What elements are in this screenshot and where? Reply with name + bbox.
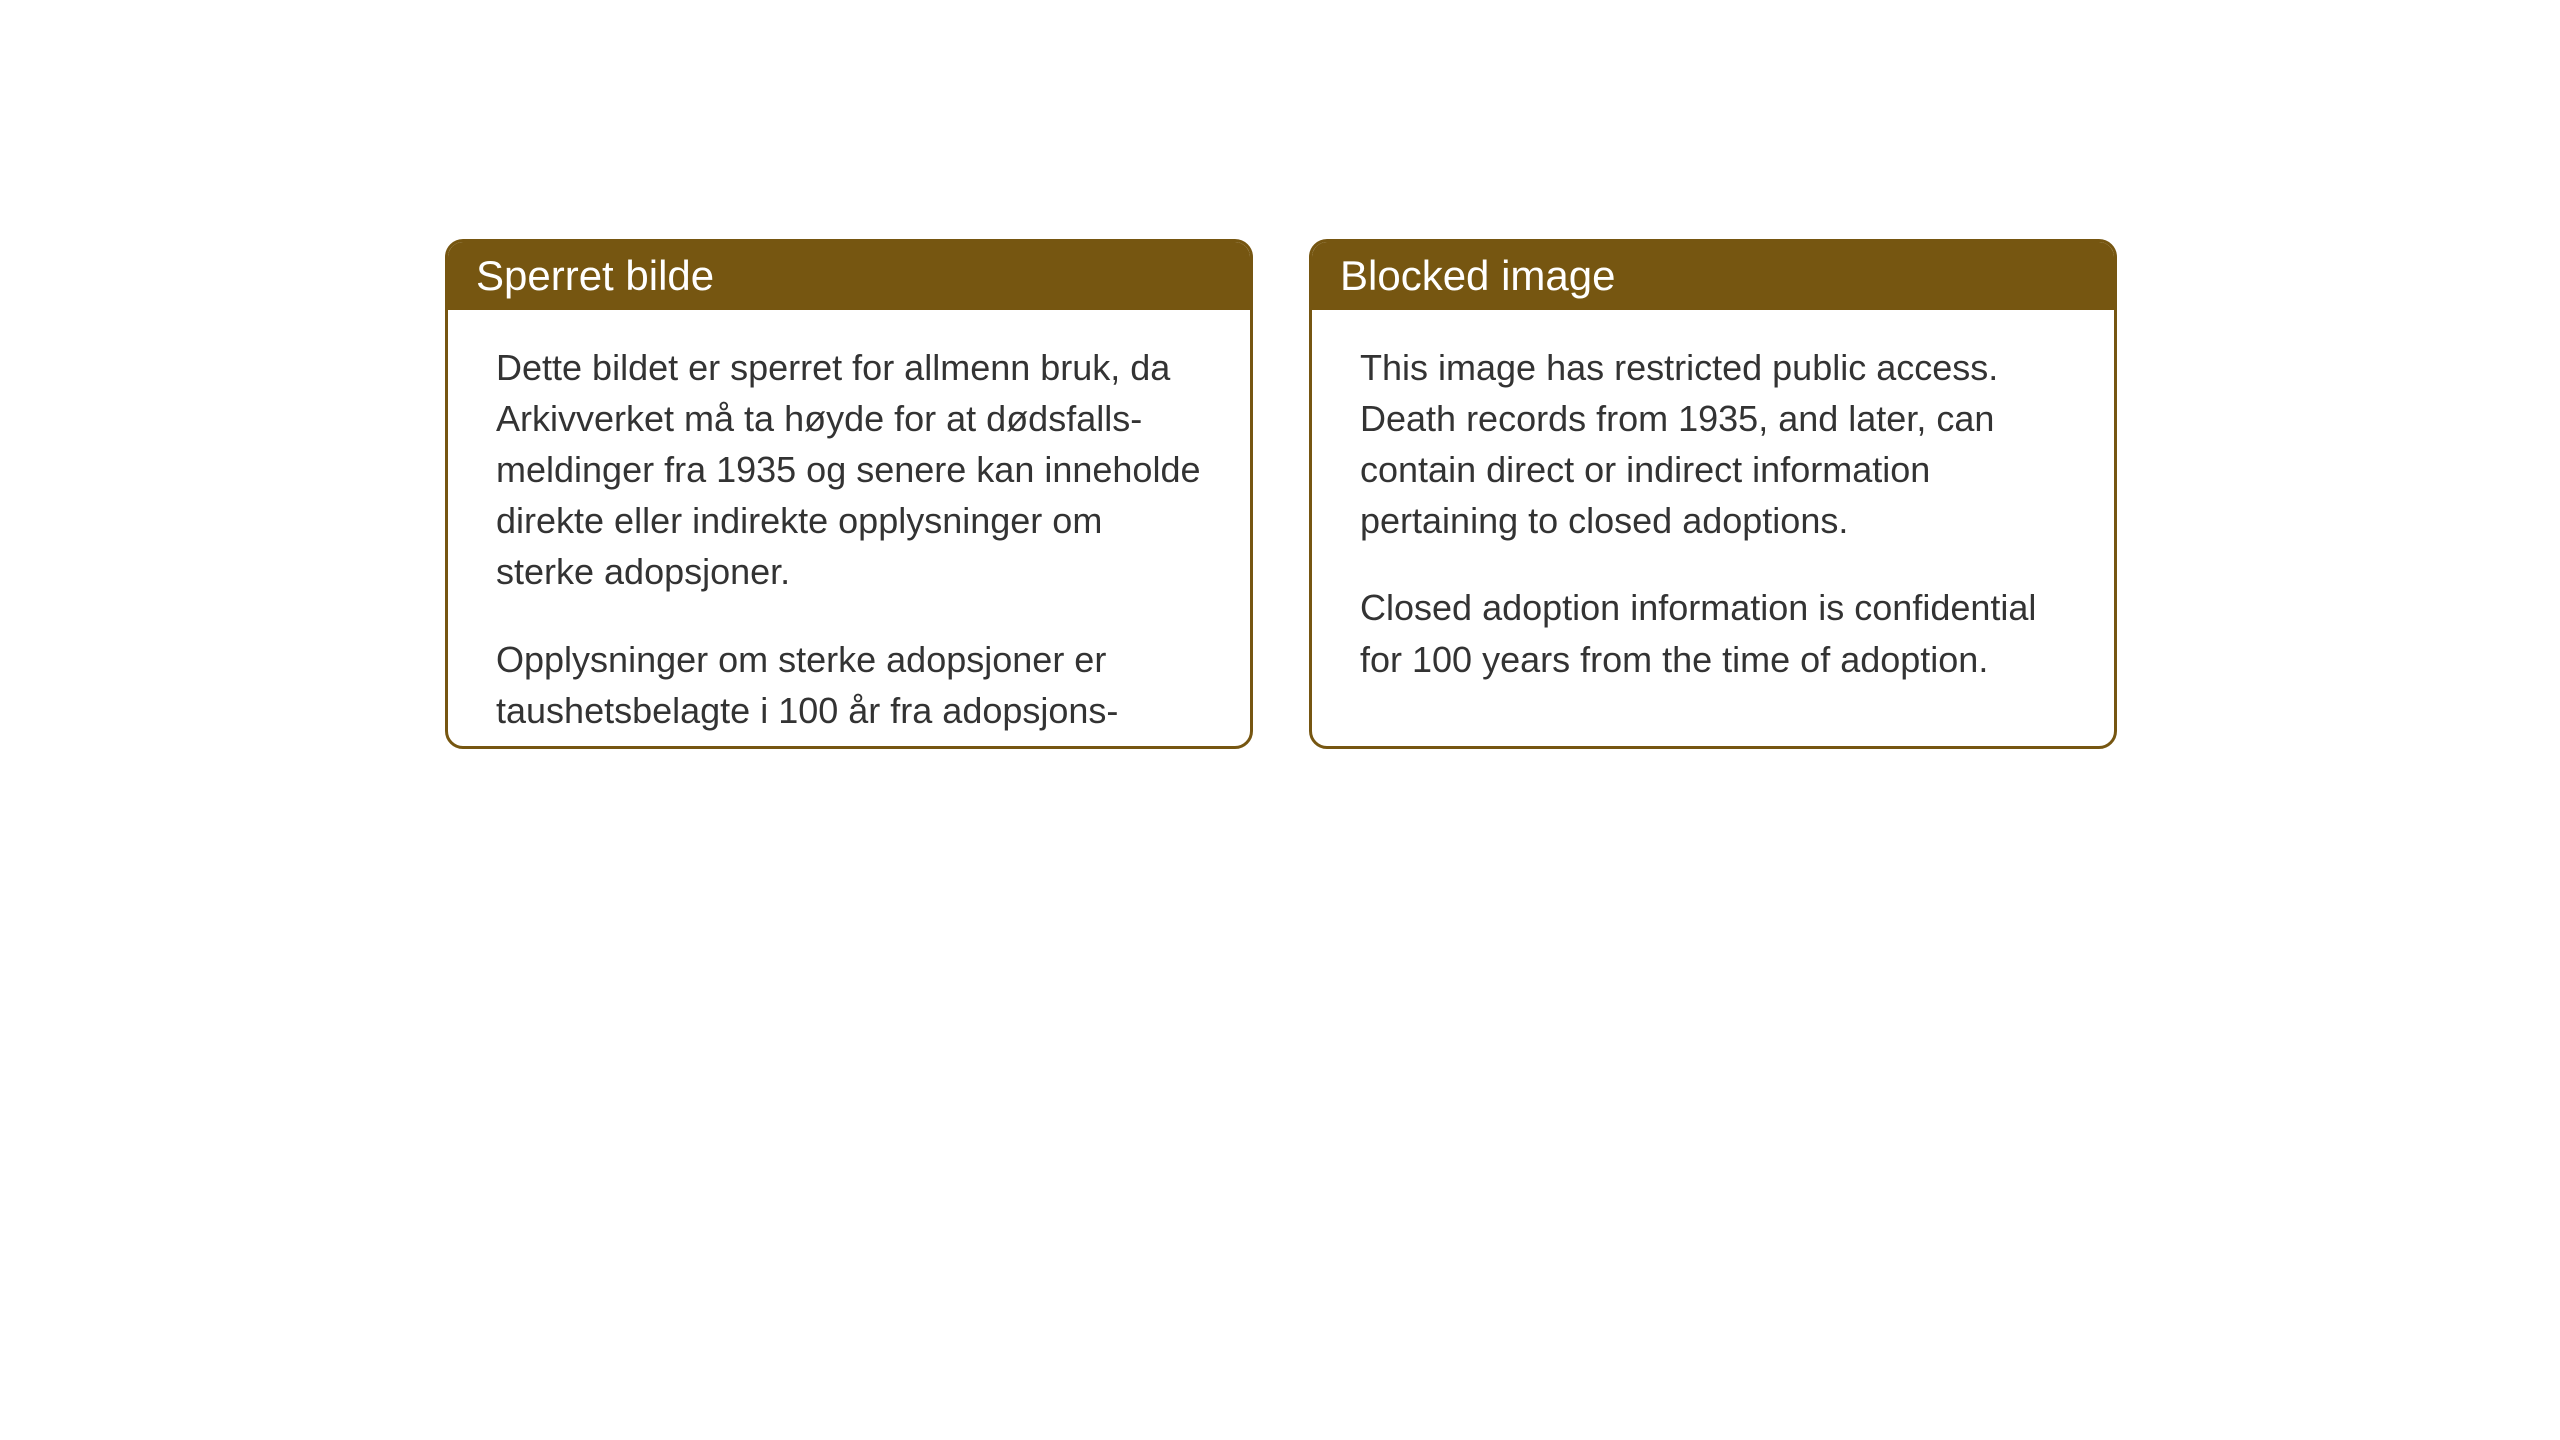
card-english-body: This image has restricted public access.… (1312, 310, 2114, 717)
card-norwegian: Sperret bilde Dette bildet er sperret fo… (445, 239, 1253, 749)
card-norwegian-body: Dette bildet er sperret for allmenn bruk… (448, 310, 1250, 749)
card-english-header: Blocked image (1312, 242, 2114, 310)
card-norwegian-title: Sperret bilde (476, 252, 714, 299)
card-norwegian-header: Sperret bilde (448, 242, 1250, 310)
card-norwegian-paragraph-2: Opplysninger om sterke adopsjoner er tau… (496, 634, 1202, 749)
card-norwegian-paragraph-1: Dette bildet er sperret for allmenn bruk… (496, 342, 1202, 598)
card-english-title: Blocked image (1340, 252, 1615, 299)
card-english-paragraph-2: Closed adoption information is confident… (1360, 582, 2066, 684)
cards-container: Sperret bilde Dette bildet er sperret fo… (445, 239, 2117, 749)
card-english: Blocked image This image has restricted … (1309, 239, 2117, 749)
card-english-paragraph-1: This image has restricted public access.… (1360, 342, 2066, 546)
